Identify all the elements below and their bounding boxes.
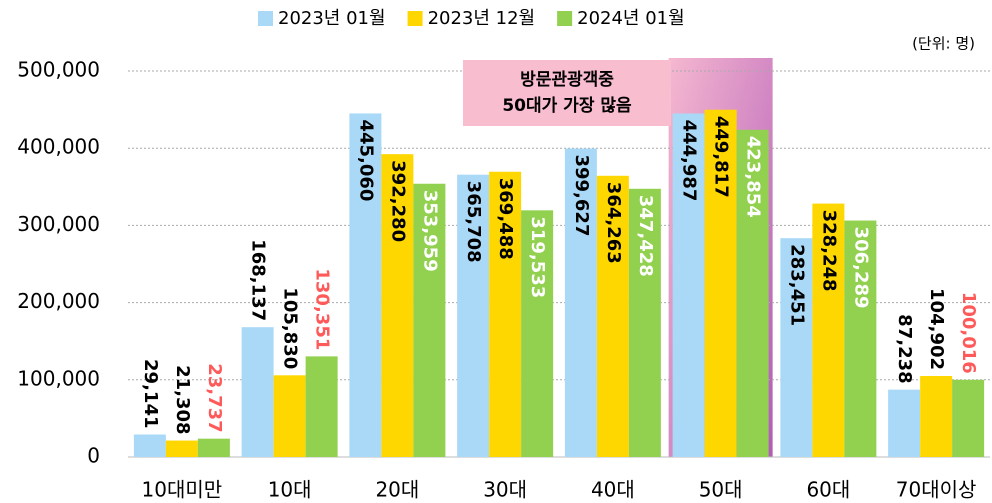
bar xyxy=(704,109,737,458)
legend-label: 2023년 12월 xyxy=(428,8,536,29)
y-tick-label: 200,000 xyxy=(17,289,100,313)
value-label: 423,854 xyxy=(743,136,764,218)
bar xyxy=(489,171,522,458)
value-label: 347,428 xyxy=(635,195,656,277)
bar xyxy=(952,379,985,457)
bar xyxy=(241,327,274,457)
value-label: 444,987 xyxy=(679,119,700,201)
value-label: 399,627 xyxy=(571,154,592,236)
y-tick-label: 0 xyxy=(87,444,100,468)
bar xyxy=(736,129,769,457)
bar xyxy=(672,113,705,458)
x-tick-label: 50대 xyxy=(699,478,743,502)
bar xyxy=(521,210,554,457)
bar xyxy=(133,434,166,457)
value-label: 23,737 xyxy=(204,363,225,432)
value-label: 353,959 xyxy=(419,190,440,272)
x-tick-label: 30대 xyxy=(483,478,527,502)
annotation-text: 50대가 가장 많음 xyxy=(502,96,632,116)
bar xyxy=(349,113,382,457)
value-label: 306,289 xyxy=(850,227,871,309)
y-tick-label: 100,000 xyxy=(17,366,100,390)
value-label: 445,060 xyxy=(355,119,376,201)
bar xyxy=(564,148,597,457)
value-label: 364,263 xyxy=(603,182,624,264)
legend-swatch xyxy=(407,11,423,26)
legend-label: 2023년 01월 xyxy=(278,8,386,29)
value-label: 104,902 xyxy=(926,288,947,370)
value-label: 328,248 xyxy=(818,210,839,292)
value-label: 369,488 xyxy=(495,178,516,260)
legend-swatch xyxy=(258,11,273,26)
bar xyxy=(920,376,953,457)
x-tick-label: 70대이상 xyxy=(896,478,977,502)
bar xyxy=(381,154,414,457)
value-label: 100,016 xyxy=(958,292,979,374)
x-tick-label: 10대 xyxy=(268,478,312,502)
x-tick-label: 40대 xyxy=(591,478,635,502)
value-label: 283,451 xyxy=(786,244,807,326)
value-label: 130,351 xyxy=(312,268,333,350)
bar xyxy=(273,375,306,457)
y-tick-label: 400,000 xyxy=(17,135,100,159)
x-tick-label: 60대 xyxy=(806,478,850,502)
value-label: 21,308 xyxy=(172,365,193,434)
value-label: 87,238 xyxy=(894,314,915,383)
x-tick-label: 10대미만 xyxy=(142,478,223,502)
value-label: 105,830 xyxy=(280,287,301,369)
bar xyxy=(457,174,490,457)
value-label: 365,708 xyxy=(463,181,484,263)
y-tick-label: 300,000 xyxy=(17,212,100,236)
bar xyxy=(413,183,446,457)
bar xyxy=(197,438,230,457)
bar xyxy=(628,188,661,457)
annotation-text: 방문관광객중 xyxy=(520,70,614,90)
value-label: 168,137 xyxy=(248,239,269,321)
annotation-box xyxy=(463,60,671,126)
bar xyxy=(780,238,813,457)
value-label: 29,141 xyxy=(140,359,161,428)
legend-label: 2024년 01월 xyxy=(577,8,685,29)
legend-swatch xyxy=(557,11,573,26)
value-label: 449,817 xyxy=(711,116,732,198)
bar xyxy=(888,389,921,457)
bar xyxy=(812,203,845,457)
unit-label: (단위: 명) xyxy=(912,35,975,53)
value-label: 392,280 xyxy=(387,160,408,242)
bar xyxy=(844,220,877,457)
bar xyxy=(165,440,198,457)
bar xyxy=(596,175,629,457)
bar xyxy=(305,356,338,457)
value-label: 319,533 xyxy=(527,216,548,298)
y-tick-label: 500,000 xyxy=(17,58,100,82)
x-tick-label: 20대 xyxy=(375,478,419,502)
